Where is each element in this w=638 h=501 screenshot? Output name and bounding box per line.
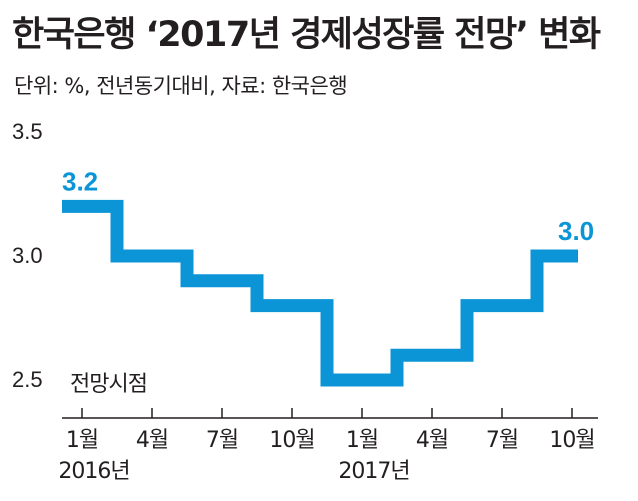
y-tick-label: 3.5 xyxy=(12,119,43,144)
x-tick-label: 1월 xyxy=(346,428,378,453)
year-label: 2016년 xyxy=(58,459,129,484)
x-tick-label: 1월 xyxy=(66,428,98,453)
year-label: 2017년 xyxy=(338,459,409,484)
x-tick-label: 7월 xyxy=(206,428,238,453)
x-tick-label: 4월 xyxy=(416,428,448,453)
chart-subtitle: 단위: %, 전년동기대비, 자료: 한국은행 xyxy=(14,74,348,98)
data-label: 3.0 xyxy=(558,216,594,246)
chart-title: 한국은행 ‘2017년 경제성장률 전망’ 변화 xyxy=(12,15,601,55)
x-tick-label: 10월 xyxy=(269,428,314,453)
y-tick-label: 2.5 xyxy=(12,367,43,392)
y-tick-label: 3.0 xyxy=(12,243,43,268)
x-tick-label: 7월 xyxy=(486,428,518,453)
x-tick-label: 4월 xyxy=(136,428,168,453)
x-tick-label: 10월 xyxy=(549,428,594,453)
annotation-forecast-time: 전망시점 xyxy=(70,372,147,397)
data-label: 3.2 xyxy=(62,166,98,196)
series-step-line xyxy=(62,199,578,387)
